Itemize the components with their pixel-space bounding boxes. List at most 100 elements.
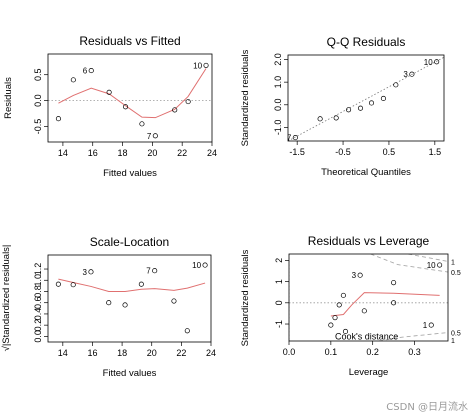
data-point	[122, 302, 128, 308]
data-point	[380, 95, 386, 102]
x-tick-label: 20	[147, 148, 157, 158]
y-axis-label: Standardized residuals	[240, 249, 251, 346]
chart-title: Q-Q Residuals	[327, 35, 406, 49]
x-tick-label: 16	[87, 348, 97, 358]
data-point	[336, 302, 342, 308]
x-tick-label: 0.2	[366, 347, 379, 357]
point-label: 3	[403, 70, 408, 79]
y-tick-label: 0.5	[33, 68, 43, 81]
cooks-distance-label: Cook's distance	[335, 332, 398, 342]
y-tick-label: 1	[274, 279, 284, 284]
data-point	[203, 62, 209, 68]
x-tick-label: 14	[58, 148, 68, 158]
y-tick-label: 0.4	[33, 308, 43, 321]
cooks-level-label: 1	[451, 259, 455, 266]
y-tick-label: -0.5	[33, 119, 43, 135]
data-point	[434, 59, 440, 65]
x-axis-label: Fitted values	[103, 368, 157, 379]
y-tick-label: -1	[274, 320, 284, 328]
x-tick-label: 20	[147, 348, 157, 358]
y-tick-label: 1.0	[273, 76, 283, 89]
plot-frame	[287, 54, 445, 142]
data-point	[172, 107, 178, 113]
panel-2: Q-Q Residuals 7 3 10 -1.5 -0.5 0.5 1.5 -1.0 0.0 1.…	[240, 35, 445, 178]
point-label: 7	[146, 267, 151, 276]
data-point	[391, 280, 397, 286]
smoother-line	[58, 68, 207, 119]
point-label: 10	[424, 58, 433, 67]
point-label: 10	[192, 261, 201, 270]
point-label: 6	[83, 67, 88, 76]
plot-frame	[47, 254, 212, 343]
data-point	[171, 298, 177, 304]
data-point	[152, 133, 158, 139]
data-point	[340, 292, 346, 298]
x-tick-label: -1.5	[289, 147, 305, 157]
x-tick-label: 0.5	[383, 147, 396, 157]
y-tick-label: -1.0	[273, 120, 283, 136]
data-point	[152, 268, 158, 274]
plot-area: 3 7 10	[55, 261, 208, 334]
x-tick-label: 24	[206, 348, 216, 358]
data-point	[184, 328, 190, 334]
point-label: 10	[427, 261, 436, 270]
x-tick-label: 22	[177, 148, 187, 158]
data-point	[368, 100, 375, 106]
qq-reference-line	[288, 56, 444, 141]
data-point	[332, 315, 338, 321]
data-point	[185, 99, 191, 105]
x-tick-label: -0.5	[335, 147, 351, 157]
data-point	[292, 135, 298, 141]
data-point	[333, 115, 339, 121]
x-tick-label: 0.0	[283, 347, 296, 357]
x-tick-label: 18	[118, 148, 128, 158]
cooks-contour-upper-0_5	[370, 254, 448, 273]
data-point	[317, 116, 323, 122]
data-point	[342, 328, 349, 335]
y-tick-label: 2.0	[273, 53, 283, 66]
data-point	[428, 322, 434, 328]
y-tick-label: 1.2	[33, 263, 43, 276]
data-point	[202, 262, 208, 268]
data-point	[106, 89, 112, 95]
y-tick-label: 0.0	[33, 94, 43, 107]
data-point	[437, 262, 443, 268]
data-point	[106, 300, 112, 306]
data-point	[361, 308, 367, 314]
data-point	[138, 281, 144, 287]
y-tick-label: 0.0	[33, 330, 43, 343]
plot-frame	[47, 53, 213, 143]
plot-area: Cook's distance 3 1 10	[289, 254, 448, 342]
y-tick-label: 0.0	[273, 99, 283, 112]
plot-frame	[288, 253, 449, 342]
point-label: 3	[352, 271, 357, 280]
data-point	[55, 116, 61, 122]
x-axis-label: Fitted values	[103, 168, 157, 179]
smoother-line	[330, 292, 440, 317]
y-axis-label: Standardized residuals	[240, 49, 251, 146]
x-tick-label: 24	[207, 148, 217, 158]
chart-title: Residuals vs Leverage	[308, 234, 430, 248]
data-point	[346, 107, 352, 113]
point-label: 3	[83, 268, 88, 277]
y-tick-label: 1.0	[33, 274, 43, 287]
y-tick-label: 0.6	[33, 296, 43, 309]
x-tick-label: 0.3	[408, 347, 421, 357]
data-point	[357, 105, 364, 111]
point-label: 10	[193, 61, 202, 70]
data-point	[393, 82, 399, 88]
plot-area: 6 7 10	[48, 61, 212, 141]
chart-title: Scale-Location	[90, 235, 169, 249]
y-tick-label: 0.2	[33, 319, 43, 332]
x-axis-label: Theoretical Quantiles	[321, 167, 411, 178]
y-axis-label: √|Standardized residuals|	[1, 245, 12, 352]
data-point	[409, 71, 415, 77]
cooks-level-label: 0.5	[451, 270, 461, 277]
data-point	[139, 121, 145, 127]
data-point	[122, 104, 129, 110]
cooks-level-label: 0.5	[451, 331, 461, 338]
data-point	[357, 272, 363, 278]
y-tick-label: 0.8	[33, 285, 43, 298]
